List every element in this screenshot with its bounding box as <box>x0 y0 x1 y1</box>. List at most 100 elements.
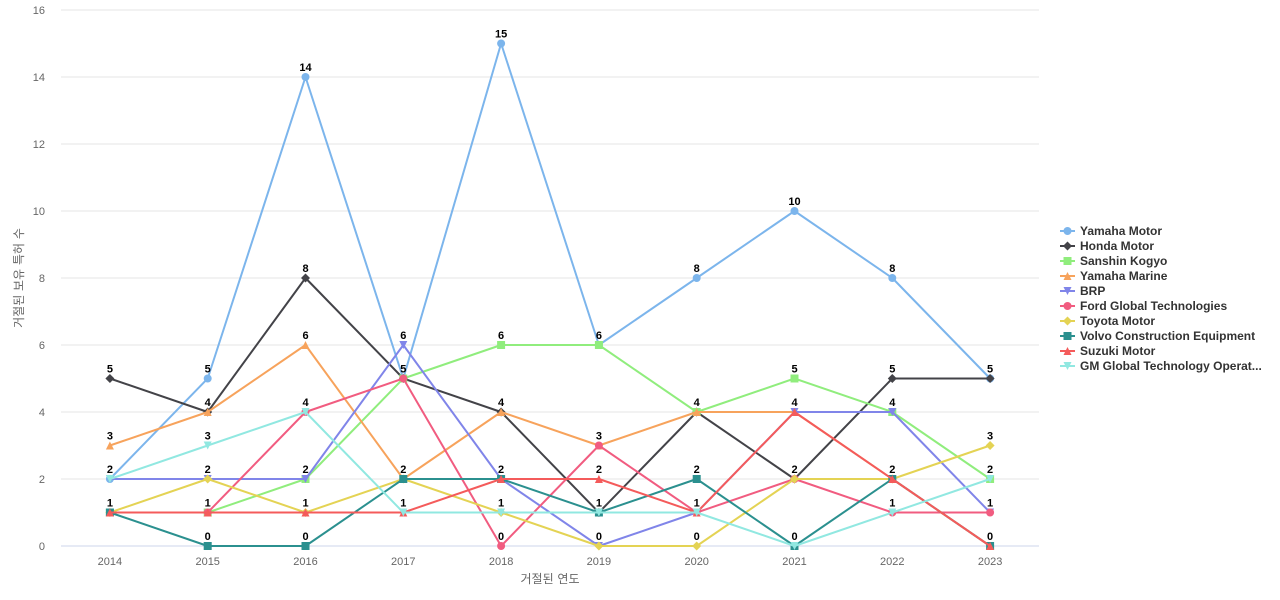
data-label: 1 <box>400 498 406 510</box>
x-tick-label: 2018 <box>489 556 513 568</box>
data-point[interactable] <box>986 475 995 483</box>
data-point[interactable] <box>105 475 114 483</box>
data-point[interactable] <box>887 374 897 383</box>
data-point[interactable] <box>203 542 212 550</box>
legend-label: Toyota Motor <box>1080 314 1155 328</box>
data-point[interactable] <box>399 374 408 383</box>
data-point[interactable] <box>203 474 213 484</box>
data-point[interactable] <box>203 374 212 383</box>
data-point[interactable] <box>790 408 799 416</box>
data-point[interactable] <box>985 374 995 383</box>
data-point[interactable] <box>203 408 212 416</box>
data-point[interactable] <box>790 374 799 383</box>
data-point[interactable] <box>497 475 506 483</box>
data-label: 6 <box>302 330 308 342</box>
data-label: 1 <box>498 498 504 510</box>
y-tick-label: 16 <box>33 5 45 17</box>
data-point[interactable] <box>986 508 995 517</box>
legend-label: Honda Motor <box>1080 239 1154 253</box>
x-tick-label: 2023 <box>978 556 1002 568</box>
y-axis-title: 거절된 보유 특허 수 <box>12 228 26 328</box>
x-tick-label: 2016 <box>293 556 317 568</box>
legend-marker <box>1063 287 1072 295</box>
data-label: 14 <box>299 62 312 74</box>
y-tick-label: 2 <box>39 474 45 486</box>
data-point[interactable] <box>985 441 995 450</box>
data-point[interactable] <box>692 408 701 416</box>
data-point[interactable] <box>203 508 212 517</box>
data-point[interactable] <box>399 341 408 349</box>
data-point[interactable] <box>497 508 506 517</box>
y-tick-label: 12 <box>33 139 45 151</box>
data-point[interactable] <box>888 508 897 517</box>
data-point[interactable] <box>301 273 310 283</box>
series-suzuki-motor <box>105 408 995 550</box>
data-point[interactable] <box>692 274 701 282</box>
data-label: 2 <box>302 464 308 476</box>
legend-label: Ford Global Technologies <box>1080 299 1227 313</box>
legend-item[interactable]: Sanshin Kogyo <box>1060 254 1167 268</box>
data-point[interactable] <box>594 541 604 551</box>
legend-item[interactable]: Yamaha Marine <box>1060 269 1168 283</box>
x-tick-label: 2015 <box>195 556 219 568</box>
data-point[interactable] <box>692 475 701 483</box>
legend-item[interactable]: Yamaha Motor <box>1060 224 1162 238</box>
data-point[interactable] <box>301 542 310 550</box>
data-point[interactable] <box>301 73 310 81</box>
legend-item[interactable]: Suzuki Motor <box>1060 344 1156 358</box>
data-point[interactable] <box>203 441 212 450</box>
data-label: 5 <box>107 364 113 376</box>
legend-item[interactable]: Toyota Motor <box>1060 314 1155 328</box>
data-point[interactable] <box>888 475 897 483</box>
data-point[interactable] <box>497 408 506 416</box>
data-point[interactable] <box>399 508 408 517</box>
legend-marker <box>1063 362 1072 370</box>
x-axis-title: 거절된 연도 <box>520 572 579 586</box>
data-point[interactable] <box>301 475 310 483</box>
series-yamaha-marine <box>105 341 995 550</box>
data-point[interactable] <box>692 541 702 551</box>
data-label: 2 <box>889 464 895 476</box>
data-point[interactable] <box>497 39 506 48</box>
data-point[interactable] <box>105 441 114 450</box>
data-point[interactable] <box>888 274 897 282</box>
data-point[interactable] <box>790 474 799 484</box>
data-label: 1 <box>596 498 602 510</box>
legend-item[interactable]: Honda Motor <box>1060 239 1154 253</box>
data-point[interactable] <box>301 408 310 416</box>
data-point[interactable] <box>790 207 799 215</box>
data-label: 6 <box>596 330 602 342</box>
data-point[interactable] <box>497 341 506 349</box>
data-point[interactable] <box>888 408 897 416</box>
legend-item[interactable]: Volvo Construction Equipment <box>1060 329 1255 343</box>
data-point[interactable] <box>594 475 603 483</box>
data-label: 8 <box>302 263 308 275</box>
legend-label: GM Global Technology Operat... <box>1080 359 1262 373</box>
data-label: 2 <box>205 464 211 476</box>
x-tick-label: 2021 <box>782 556 806 568</box>
data-point[interactable] <box>594 341 603 349</box>
data-point[interactable] <box>594 441 603 450</box>
data-point[interactable] <box>497 542 506 550</box>
data-point[interactable] <box>594 508 603 517</box>
data-label: 1 <box>107 498 113 510</box>
series-line <box>108 344 992 547</box>
data-point[interactable] <box>399 475 408 483</box>
data-point[interactable] <box>986 542 995 550</box>
y-tick-label: 8 <box>39 273 45 285</box>
data-point[interactable] <box>692 508 701 517</box>
data-point[interactable] <box>105 508 114 517</box>
data-point[interactable] <box>105 374 115 383</box>
data-point[interactable] <box>301 341 310 349</box>
data-label: 0 <box>694 531 700 543</box>
legend-item[interactable]: BRP <box>1060 284 1105 298</box>
legend-item[interactable]: GM Global Technology Operat... <box>1060 359 1262 373</box>
legend-item[interactable]: Ford Global Technologies <box>1060 299 1227 313</box>
data-point[interactable] <box>790 542 799 550</box>
data-label: 8 <box>889 263 895 275</box>
data-point[interactable] <box>301 508 310 517</box>
data-label: 0 <box>302 531 308 543</box>
series-yamaha-motor <box>105 39 995 483</box>
legend-marker <box>1063 227 1072 235</box>
